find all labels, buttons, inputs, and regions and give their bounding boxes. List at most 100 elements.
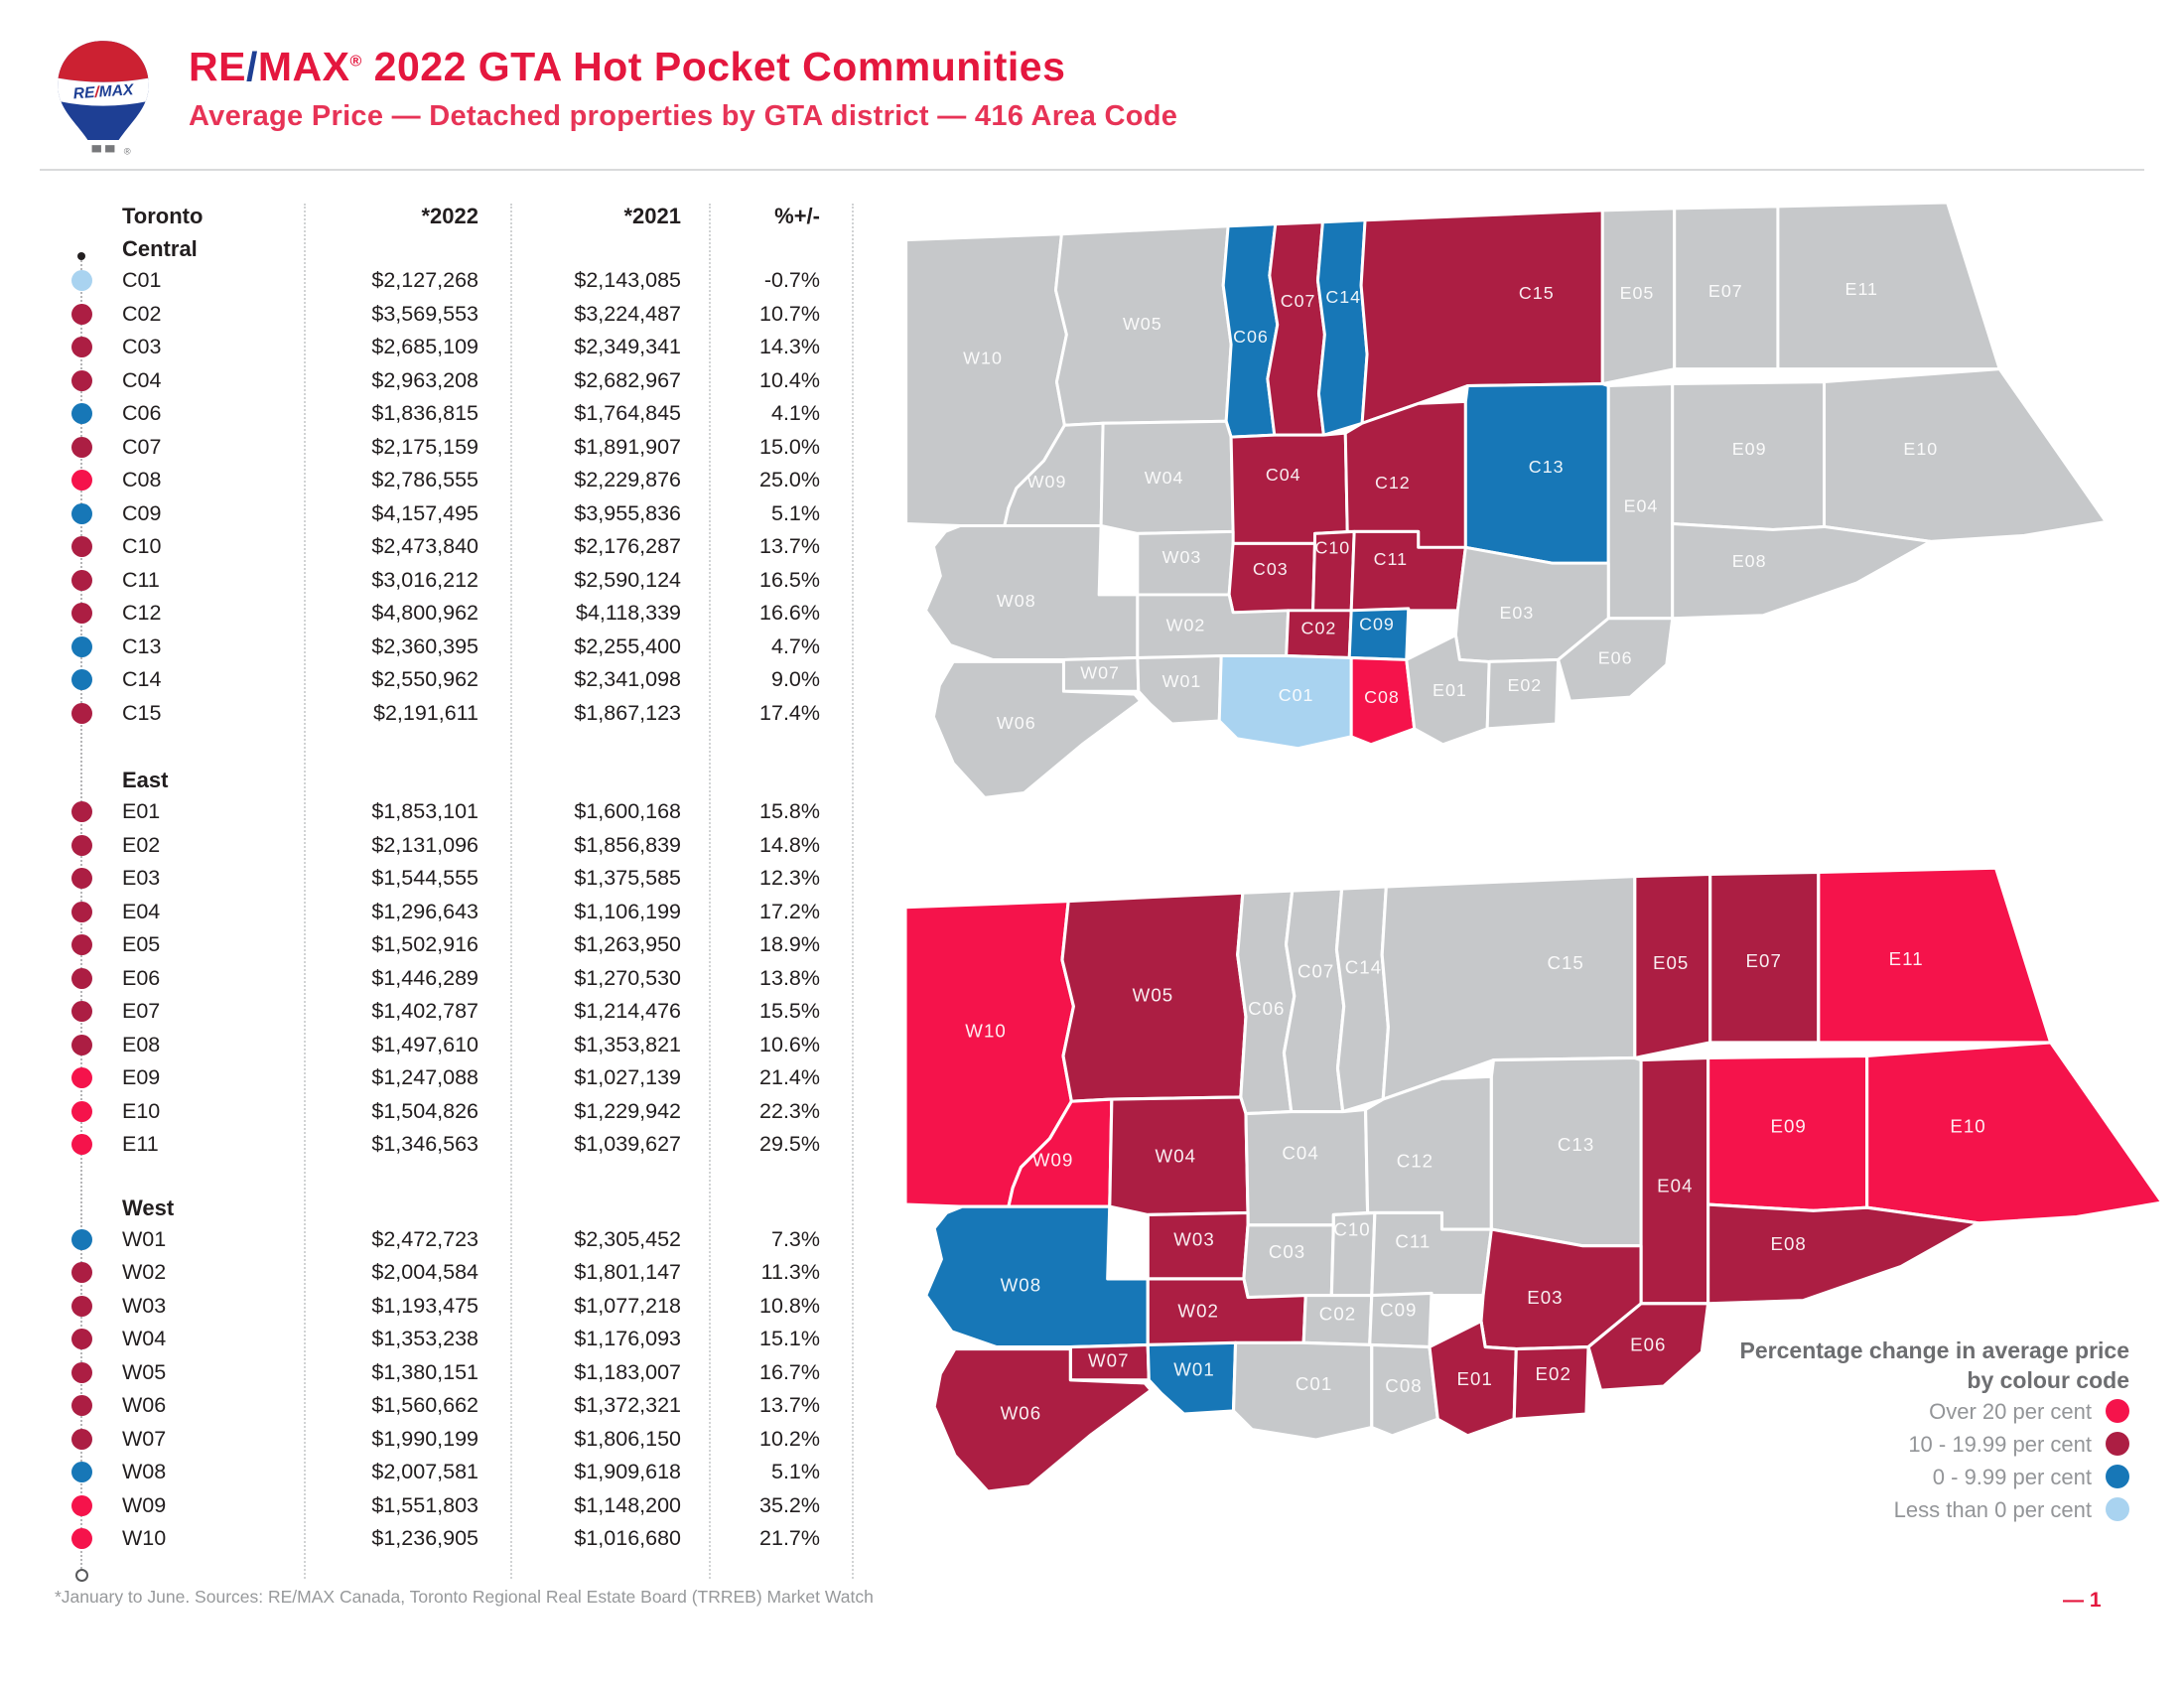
price-2021: $1,176,093	[574, 1327, 681, 1351]
district-shape-E08	[1671, 521, 1933, 621]
price-2022: $2,963,208	[371, 367, 478, 392]
district-label-W01: W01	[1162, 671, 1202, 691]
price-2022: $1,247,088	[371, 1065, 478, 1090]
price-2021: $1,764,845	[574, 401, 681, 426]
district-code: C01	[122, 268, 162, 293]
table-row: E04 $1,296,643 $1,106,199 17.2%	[55, 896, 839, 929]
district-label-C02: C02	[1301, 619, 1337, 638]
district-label-C13: C13	[1529, 457, 1565, 477]
district-code: E07	[122, 999, 161, 1024]
district-code: E02	[122, 832, 161, 857]
district-shape-W08	[923, 523, 1140, 661]
district-shape-E10	[1865, 1041, 2164, 1225]
district-label-W02: W02	[1166, 616, 1206, 635]
district-change-dot	[71, 1494, 92, 1516]
price-2022: $2,004,584	[371, 1260, 478, 1285]
legend-color-dot	[2106, 1465, 2129, 1489]
table-row: C14 $2,550,962 $2,341,098 9.0%	[55, 663, 839, 697]
district-label-W10: W10	[965, 1021, 1007, 1042]
pct-change: 10.6%	[759, 1032, 820, 1056]
district-label-W05: W05	[1123, 314, 1162, 334]
column-header-2022: *2022	[421, 204, 478, 228]
district-label-C12: C12	[1375, 473, 1411, 492]
table-row: C03 $2,685,109 $2,349,341 14.3%	[55, 331, 839, 364]
table-row: E10 $1,504,826 $1,229,942 22.3%	[55, 1095, 839, 1129]
district-label-C02: C02	[1319, 1303, 1356, 1324]
pct-change: 7.3%	[770, 1226, 820, 1251]
district-label-C14: C14	[1345, 956, 1382, 977]
legend-item-label: Less than 0 per cent	[1893, 1497, 2092, 1522]
price-2022: $1,551,803	[371, 1492, 478, 1517]
district-code: C13	[122, 633, 162, 658]
district-label-E08: E08	[1732, 551, 1767, 571]
table-row: C11 $3,016,212 $2,590,124 16.5%	[55, 564, 839, 598]
district-label-C06: C06	[1233, 327, 1269, 347]
price-2022: $2,175,159	[371, 434, 478, 459]
price-2022: $2,473,840	[371, 534, 478, 559]
map-east-west-districts: W10 W05 C06 C07 C14 C15 E05 E07 E11 W09 W04 C04 C12 C…	[905, 866, 2164, 1493]
district-shape-C04	[1244, 1107, 1370, 1227]
price-table: Toronto *2022 *2021 %+/- Central C01 $2,12…	[55, 199, 839, 1556]
district-change-dot	[71, 967, 92, 989]
district-label-E06: E06	[1630, 1335, 1666, 1355]
pct-change: 5.1%	[770, 500, 820, 525]
district-code: W10	[122, 1526, 167, 1551]
district-code: E03	[122, 866, 161, 891]
table-row: C15 $2,191,611 $1,867,123 17.4%	[55, 697, 839, 731]
legend-color-dot	[2106, 1399, 2129, 1424]
district-shape-C01	[1217, 653, 1353, 751]
district-code: E09	[122, 1065, 161, 1090]
price-2021: $1,856,839	[574, 832, 681, 857]
district-label-C09: C09	[1380, 1299, 1417, 1320]
district-label-W07: W07	[1080, 662, 1120, 682]
table-row: W04 $1,353,238 $1,176,093 15.1%	[55, 1323, 839, 1356]
district-change-dot	[71, 403, 92, 425]
column-separator	[852, 204, 854, 1579]
district-label-W09: W09	[1027, 472, 1067, 492]
price-2021: $1,263,950	[574, 932, 681, 957]
district-code: W03	[122, 1293, 167, 1318]
price-2022: $1,853,101	[371, 799, 478, 824]
district-label-C10: C10	[1333, 1218, 1370, 1239]
district-label-W06: W06	[1001, 1402, 1042, 1423]
pct-change: 12.3%	[759, 866, 820, 891]
pct-change: 15.0%	[759, 434, 820, 459]
price-2022: $1,560,662	[371, 1393, 478, 1418]
district-label-W09: W09	[1032, 1150, 1074, 1171]
district-label-C03: C03	[1253, 559, 1289, 579]
pct-change: 14.8%	[759, 832, 820, 857]
district-shape-E11	[1776, 201, 2001, 371]
district-shape-E08	[1706, 1202, 1980, 1306]
district-shape-C04	[1229, 431, 1349, 545]
price-2022: $2,131,096	[371, 832, 478, 857]
table-row: W10 $1,236,905 $1,016,680 21.7%	[55, 1522, 839, 1556]
price-2022: $1,502,916	[371, 932, 478, 957]
column-header-2021: *2021	[623, 204, 681, 228]
price-2022: $2,127,268	[371, 268, 478, 293]
district-label-C07: C07	[1297, 960, 1334, 981]
registered-mark: ®	[349, 53, 362, 70]
table-row: W01 $2,472,723 $2,305,452 7.3%	[55, 1223, 839, 1257]
table-row: E01 $1,853,101 $1,600,168 15.8%	[55, 795, 839, 829]
price-2021: $2,143,085	[574, 268, 681, 293]
price-2021: $1,353,821	[574, 1032, 681, 1056]
table-row: E08 $1,497,610 $1,353,821 10.6%	[55, 1029, 839, 1062]
table-row: C01 $2,127,268 $2,143,085 -0.7%	[55, 264, 839, 298]
column-separator	[304, 204, 306, 1579]
pct-change: 11.3%	[760, 1260, 820, 1285]
district-code: E08	[122, 1032, 161, 1056]
legend-item-label: Over 20 per cent	[1929, 1399, 2092, 1424]
brand-max: MAX	[257, 44, 350, 89]
district-label-E01: E01	[1457, 1368, 1493, 1389]
district-label-C07: C07	[1281, 291, 1316, 311]
district-code: W07	[122, 1426, 167, 1451]
district-label-C03: C03	[1269, 1241, 1305, 1262]
district-label-W06: W06	[997, 713, 1036, 733]
district-label-E02: E02	[1536, 1363, 1571, 1384]
price-2022: $4,157,495	[371, 500, 478, 525]
table-row: W08 $2,007,581 $1,909,618 5.1%	[55, 1456, 839, 1489]
district-label-E10: E10	[1903, 439, 1938, 459]
price-2022: $1,544,555	[371, 866, 478, 891]
price-2021: $1,375,585	[574, 866, 681, 891]
district-change-dot	[71, 270, 92, 292]
